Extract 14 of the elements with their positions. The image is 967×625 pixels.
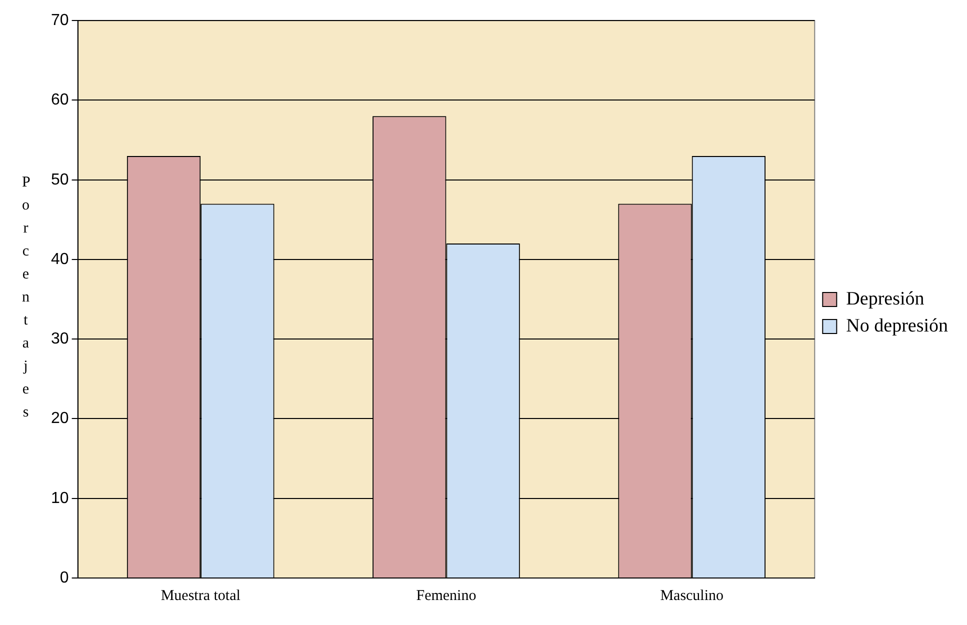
x-tick-label: Muestra total [160, 588, 240, 604]
y-tick-label: 20 [51, 410, 69, 428]
x-tick-label: Femenino [416, 588, 476, 604]
y-tick-label: 30 [51, 330, 69, 348]
x-tick-label: Masculino [660, 588, 724, 604]
y-tick-label: 40 [51, 250, 69, 268]
text: Porcentajes [22, 174, 30, 420]
y-tick-label: 60 [51, 92, 69, 109]
y-tick-label: 70 [51, 12, 69, 30]
y-tick-label: 10 [51, 490, 69, 507]
legend-label: No depresión [846, 315, 948, 336]
y-tick-label: 50 [51, 171, 69, 188]
legend-label: Depresión [846, 288, 925, 310]
y-tick-label: 0 [60, 569, 69, 586]
